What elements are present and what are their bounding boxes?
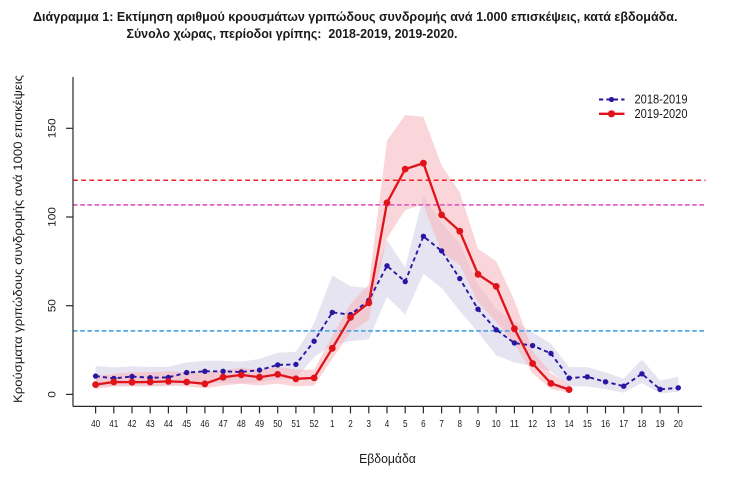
svg-text:0: 0 bbox=[47, 391, 59, 398]
svg-text:46: 46 bbox=[200, 418, 209, 430]
svg-text:51: 51 bbox=[291, 418, 300, 430]
svg-text:4: 4 bbox=[385, 418, 390, 430]
svg-text:2: 2 bbox=[348, 418, 353, 430]
svg-text:14: 14 bbox=[565, 418, 574, 430]
svg-text:13: 13 bbox=[546, 418, 555, 430]
svg-text:20: 20 bbox=[674, 418, 683, 430]
svg-text:18: 18 bbox=[637, 418, 646, 430]
svg-text:47: 47 bbox=[219, 418, 228, 430]
svg-text:2019-2020: 2019-2020 bbox=[635, 107, 688, 121]
svg-text:48: 48 bbox=[237, 418, 246, 430]
svg-text:Διάγραμμα 1: Εκτίμηση αριθμού: Διάγραμμα 1: Εκτίμηση αριθμού κρουσμάτων… bbox=[33, 9, 678, 24]
svg-text:41: 41 bbox=[109, 418, 118, 430]
svg-text:40: 40 bbox=[91, 418, 100, 430]
svg-text:12: 12 bbox=[528, 418, 537, 430]
svg-text:50: 50 bbox=[273, 418, 282, 430]
svg-text:17: 17 bbox=[619, 418, 628, 430]
svg-text:45: 45 bbox=[182, 418, 191, 430]
svg-text:6: 6 bbox=[421, 418, 426, 430]
svg-text:50: 50 bbox=[47, 299, 59, 312]
svg-text:150: 150 bbox=[47, 118, 59, 138]
svg-text:49: 49 bbox=[255, 418, 264, 430]
svg-text:1: 1 bbox=[330, 418, 335, 430]
svg-text:19: 19 bbox=[656, 418, 665, 430]
svg-text:43: 43 bbox=[146, 418, 155, 430]
svg-text:9: 9 bbox=[476, 418, 481, 430]
svg-text:Κρούσματα γριπώδους συνδρομής: Κρούσματα γριπώδους συνδρομής ανά 1000 ε… bbox=[11, 75, 25, 403]
svg-text:16: 16 bbox=[601, 418, 610, 430]
svg-text:3: 3 bbox=[367, 418, 372, 430]
svg-text:Εβδομάδα: Εβδομάδα bbox=[359, 451, 416, 466]
svg-text:11: 11 bbox=[510, 418, 519, 430]
svg-text:8: 8 bbox=[458, 418, 463, 430]
svg-text:5: 5 bbox=[403, 418, 408, 430]
svg-text:7: 7 bbox=[439, 418, 444, 430]
svg-text:10: 10 bbox=[492, 418, 501, 430]
svg-text:Σύνολο χώρας, περίοδοι γρίπης:: Σύνολο χώρας, περίοδοι γρίπης: 2018-2019… bbox=[127, 26, 458, 41]
svg-text:100: 100 bbox=[47, 207, 59, 227]
svg-text:52: 52 bbox=[310, 418, 319, 430]
svg-text:15: 15 bbox=[583, 418, 592, 430]
svg-text:42: 42 bbox=[128, 418, 137, 430]
svg-text:44: 44 bbox=[164, 418, 173, 430]
svg-text:2018-2019: 2018-2019 bbox=[635, 93, 688, 107]
